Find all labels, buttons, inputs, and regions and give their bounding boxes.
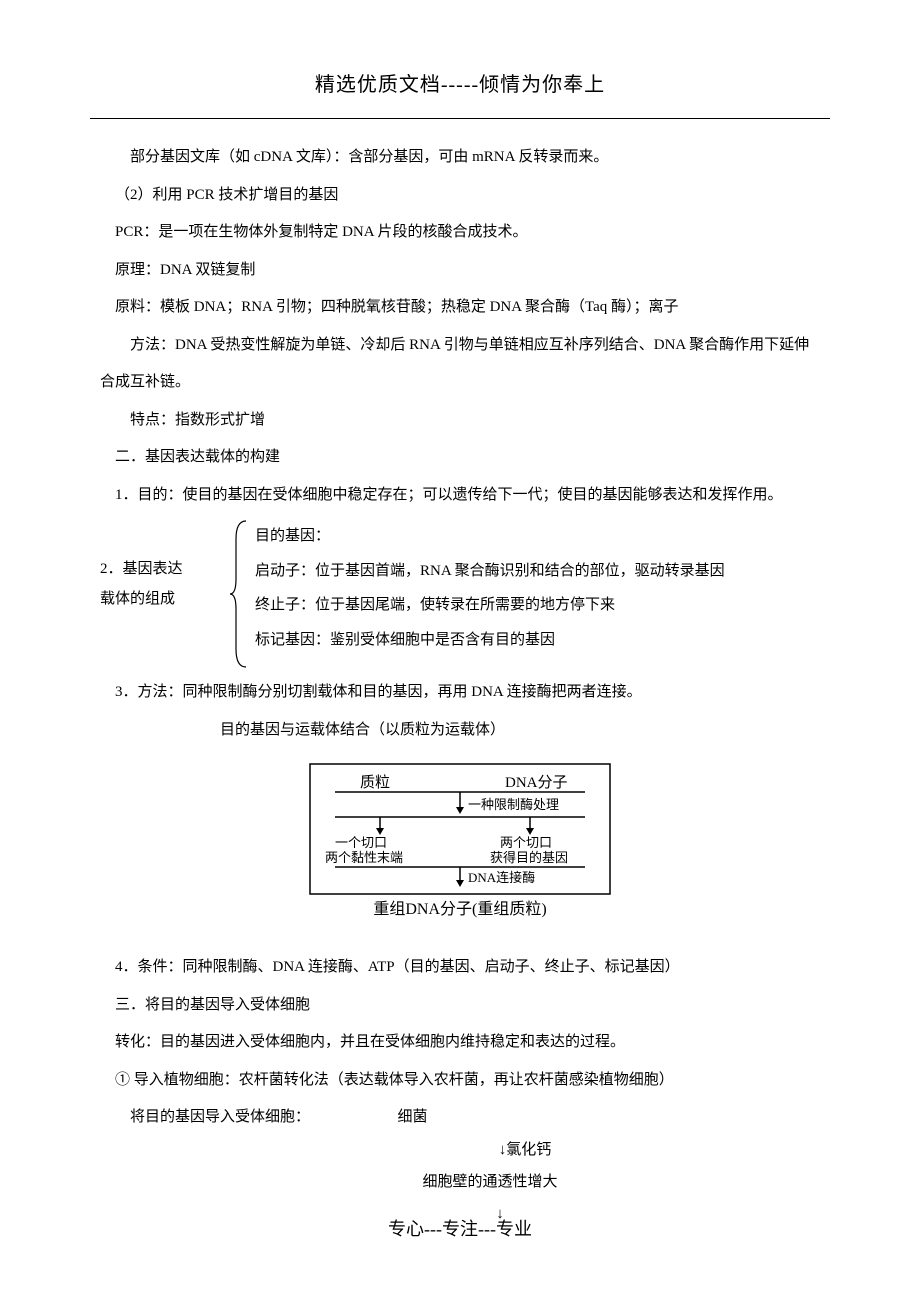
page-header: 精选优质文档-----倾情为你奉上 [90, 60, 830, 110]
para-11: 目的基因与运载体结合（以质粒为运载体） [100, 712, 820, 750]
para-8: 二．基因表达载体的构建 [100, 439, 820, 477]
bracket-label-1: 2．基因表达 [100, 554, 183, 584]
svg-text:两个切口: 两个切口 [500, 835, 552, 850]
para-6: 方法：DNA 受热变性解旋为单链、冷却后 RNA 引物与单链相应互补序列结合、D… [100, 327, 820, 402]
svg-text:一种限制酶处理: 一种限制酶处理 [468, 797, 559, 812]
para-18: 细胞壁的通透性增大 [100, 1164, 820, 1202]
recombination-diagram: 质粒 DNA分子一种限制酶处理一个切口两个黏性末端 两个切口获得目的基因 DNA连接酶… [305, 759, 615, 934]
para-12: 4．条件：同种限制酶、DNA 连接酶、ATP（目的基因、启动子、终止子、标记基因… [100, 949, 820, 987]
para-7: 特点：指数形式扩增 [100, 402, 820, 440]
footer-text: 专心---专注---专业 [388, 1219, 532, 1239]
para-13: 三．将目的基因导入受体细胞 [100, 987, 820, 1025]
bracket-brace-icon [228, 519, 248, 669]
para-16: 将目的基因导入受体细胞： 细菌 [100, 1099, 820, 1137]
para-9: 1．目的：使目的基因在受体细胞中稳定存在；可以遗传给下一代；使目的基因能够表达和… [100, 477, 820, 515]
bracket-items: 目的基因： 启动子：位于基因首端，RNA 聚合酶识别和结合的部位，驱动转录基因 … [100, 519, 820, 657]
bracket-item-1: 目的基因： [255, 519, 820, 554]
para-4: 原理：DNA 双链复制 [100, 252, 820, 290]
bracket-item-3: 终止子：位于基因尾端，使转录在所需要的地方停下来 [255, 588, 820, 623]
svg-text:DNA分子: DNA分子 [505, 774, 568, 791]
page-footer: 专心---专注---专业 [0, 1207, 920, 1252]
para-10: 3．方法：同种限制酶分别切割载体和目的基因，再用 DNA 连接酶把两者连接。 [100, 674, 820, 712]
bracket-item-4: 标记基因：鉴别受体细胞中是否含有目的基因 [255, 623, 820, 658]
svg-text:质粒: 质粒 [360, 774, 390, 791]
svg-text:一个切口: 一个切口 [335, 835, 387, 850]
bracket-group: 2．基因表达 载体的组成 目的基因： 启动子：位于基因首端，RNA 聚合酶识别和… [100, 519, 820, 669]
header-title: 精选优质文档-----倾情为你奉上 [315, 74, 605, 96]
bracket-label: 2．基因表达 载体的组成 [100, 554, 183, 614]
para-2: （2）利用 PCR 技术扩增目的基因 [100, 177, 820, 215]
para-15: ① 导入植物细胞：农杆菌转化法（表达载体导入农杆菌，再让农杆菌感染植物细胞） [100, 1062, 820, 1100]
diagram-wrap: 质粒 DNA分子一种限制酶处理一个切口两个黏性末端 两个切口获得目的基因 DNA连接酶… [100, 759, 820, 934]
para-16a: 将目的基因导入受体细胞： [130, 1109, 310, 1125]
svg-text:DNA连接酶: DNA连接酶 [468, 870, 535, 885]
para-14: 转化：目的基因进入受体细胞内，并且在受体细胞内维持稳定和表达的过程。 [100, 1024, 820, 1062]
para-3: PCR：是一项在生物体外复制特定 DNA 片段的核酸合成技术。 [100, 214, 820, 252]
para-16b: 细菌 [398, 1109, 428, 1125]
bracket-item-2: 启动子：位于基因首端，RNA 聚合酶识别和结合的部位，驱动转录基因 [255, 554, 820, 589]
para-5: 原料：模板 DNA；RNA 引物；四种脱氧核苷酸；热稳定 DNA 聚合酶（Taq… [100, 289, 820, 327]
bracket-label-2: 载体的组成 [100, 584, 183, 614]
para-6-text: 方法：DNA 受热变性解旋为单链、冷却后 RNA 引物与单链相应互补序列结合、D… [100, 337, 809, 391]
svg-text:获得目的基因: 获得目的基因 [490, 850, 568, 865]
para-1: 部分基因文库（如 cDNA 文库）：含部分基因，可由 mRNA 反转录而来。 [100, 139, 820, 177]
svg-text:两个黏性末端: 两个黏性末端 [325, 850, 403, 865]
content-area: 部分基因文库（如 cDNA 文库）：含部分基因，可由 mRNA 反转录而来。 （… [90, 139, 830, 1228]
para-17: ↓氯化钙 [100, 1137, 820, 1164]
svg-text:重组DNA分子(重组质粒): 重组DNA分子(重组质粒) [373, 900, 546, 918]
header-divider [90, 118, 830, 119]
